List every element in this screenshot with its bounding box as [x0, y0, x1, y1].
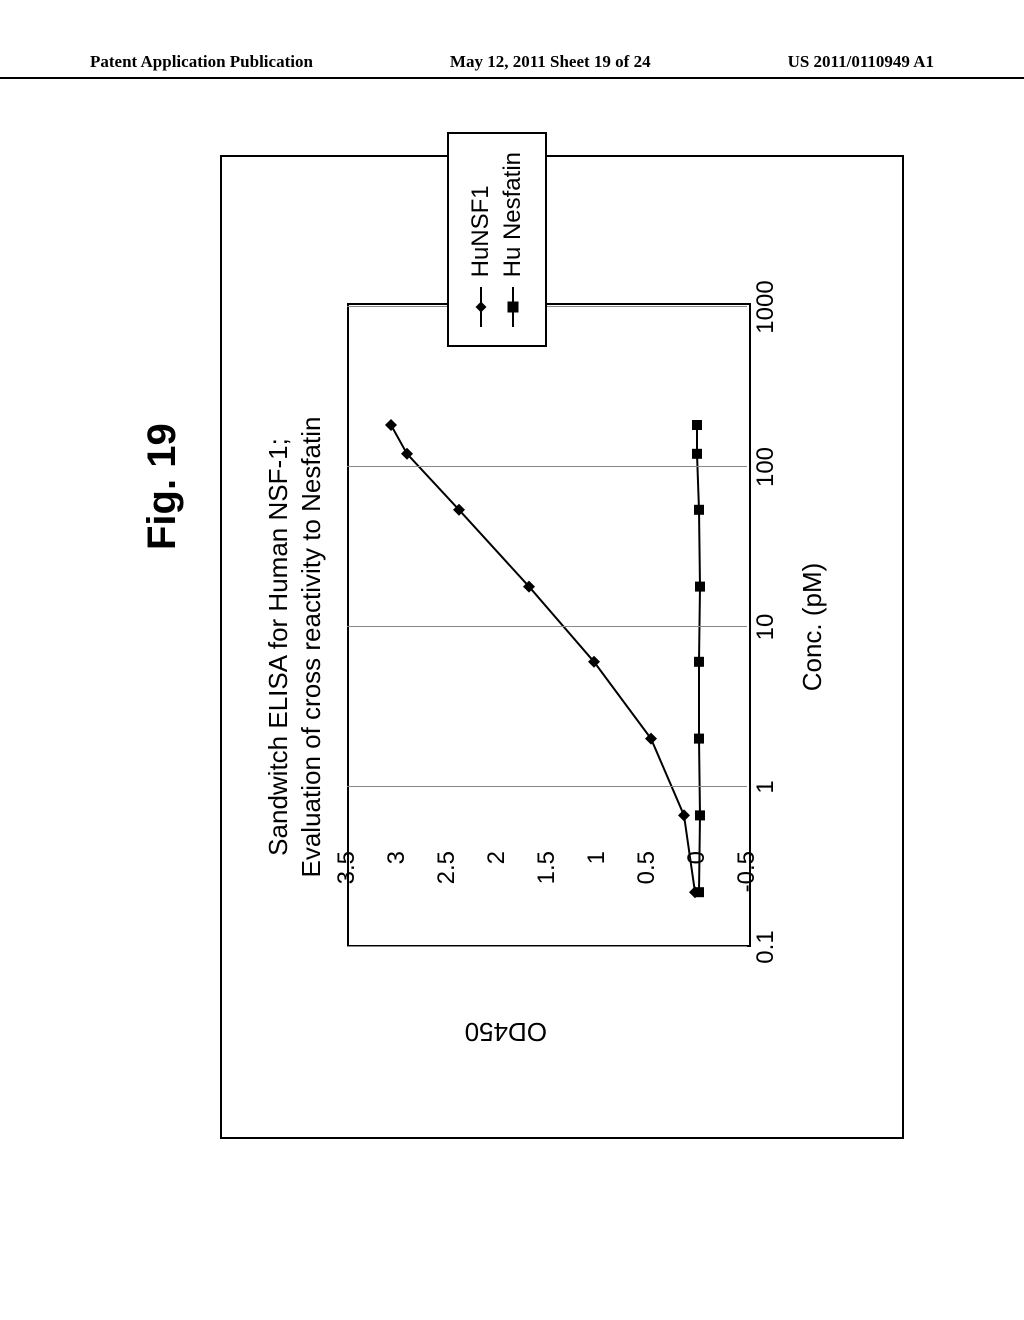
legend-row: Hu Nesfatin	[499, 152, 527, 327]
y-tick-label: 2	[483, 851, 511, 941]
y-tick-label: 1.5	[533, 851, 561, 941]
series-marker	[694, 505, 704, 515]
legend-label: HuNSF1	[467, 185, 495, 277]
x-tick-label: 100	[752, 447, 780, 487]
chart-area: Sandwitch ELISA for Human NSF-1; Evaluat…	[252, 197, 872, 1097]
x-axis-label: Conc. (pM)	[797, 307, 828, 947]
series-marker	[695, 582, 705, 592]
gridline-vertical	[347, 946, 747, 947]
y-tick-label: 1	[583, 851, 611, 941]
gridline-vertical	[347, 786, 747, 787]
gridline-vertical	[347, 466, 747, 467]
series-marker	[385, 419, 397, 431]
series-line	[391, 425, 695, 892]
chart-title-line2: Evaluation of cross reactivity to Nesfat…	[296, 417, 326, 878]
x-tick-label: 1	[752, 780, 780, 793]
page-header: Patent Application Publication May 12, 2…	[0, 52, 1024, 79]
x-tick-label: 10	[752, 614, 780, 641]
chart-title: Sandwitch ELISA for Human NSF-1; Evaluat…	[262, 197, 327, 1097]
header-right: US 2011/0110949 A1	[788, 52, 934, 72]
y-axis-label: OD450	[465, 1016, 547, 1047]
y-tick-label: 2.5	[433, 851, 461, 941]
legend-marker-icon	[506, 287, 520, 327]
legend-line	[480, 287, 482, 327]
series-marker	[678, 809, 690, 821]
series-marker	[695, 810, 705, 820]
legend-row: HuNSF1	[467, 152, 495, 327]
legend-box: HuNSF1Hu Nesfatin	[447, 132, 547, 347]
legend-label: Hu Nesfatin	[499, 152, 527, 277]
chart-svg	[349, 305, 749, 945]
series-marker	[694, 657, 704, 667]
y-tick-label: -0.5	[733, 851, 761, 941]
chart-outer-box: Sandwitch ELISA for Human NSF-1; Evaluat…	[220, 155, 904, 1139]
header-left: Patent Application Publication	[90, 52, 313, 72]
series-marker	[692, 449, 702, 459]
chart-title-line1: Sandwitch ELISA for Human NSF-1;	[263, 438, 293, 856]
legend-marker-icon	[474, 287, 488, 327]
legend-line	[512, 287, 514, 327]
gridline-vertical	[347, 306, 747, 307]
series-marker	[692, 420, 702, 430]
x-tick-label: 1000	[752, 280, 780, 333]
x-tick-label: 0.1	[752, 930, 780, 963]
y-tick-label: 3.5	[333, 851, 361, 941]
figure-label: Fig. 19	[140, 423, 185, 550]
y-tick-label: 3	[383, 851, 411, 941]
series-marker	[694, 734, 704, 744]
gridline-vertical	[347, 626, 747, 627]
header-center: May 12, 2011 Sheet 19 of 24	[450, 52, 651, 72]
y-tick-label: 0	[683, 851, 711, 941]
y-tick-label: 0.5	[633, 851, 661, 941]
